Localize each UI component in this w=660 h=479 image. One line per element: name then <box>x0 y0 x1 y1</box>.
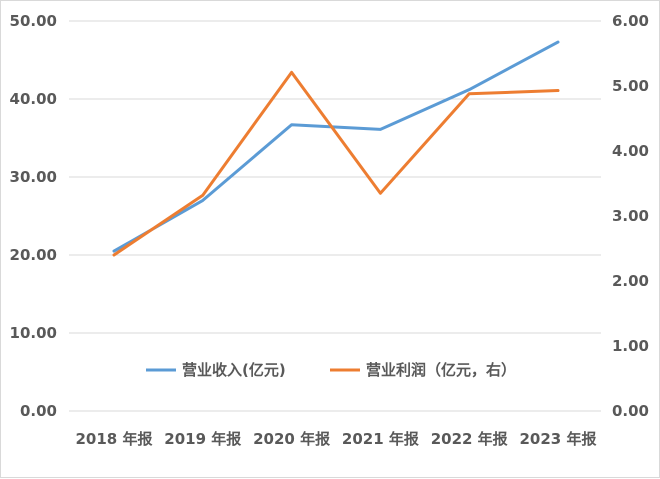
x-tick-label: 2020 年报 <box>253 430 330 448</box>
right-tick-label: 6.00 <box>612 12 649 30</box>
left-tick-label: 50.00 <box>10 12 57 30</box>
right-tick-label: 5.00 <box>612 77 649 95</box>
legend-label: 营业收入(亿元) <box>182 361 286 379</box>
legend: 营业收入(亿元) 营业利润（亿元，右） <box>146 361 516 379</box>
left-tick-label: 40.00 <box>10 90 57 108</box>
series-line-2 <box>112 70 560 257</box>
left-tick-label: 0.00 <box>20 402 57 420</box>
right-tick-label: 0.00 <box>612 402 649 420</box>
right-axis-ticks: 0.00 1.00 2.00 3.00 4.00 5.00 6.00 <box>612 12 649 420</box>
left-axis-ticks: 0.00 10.00 20.00 30.00 40.00 50.00 <box>10 12 57 420</box>
legend-label: 营业利润（亿元，右） <box>366 361 516 379</box>
right-tick-label: 2.00 <box>612 272 649 290</box>
x-tick-label: 2019 年报 <box>164 430 241 448</box>
x-axis-ticks: 2018 年报 2019 年报 2020 年报 2021 年报 2022 年报 2023 … <box>76 430 597 448</box>
x-tick-label: 2021 年报 <box>342 430 419 448</box>
x-tick-label: 2022 年报 <box>431 430 508 448</box>
right-tick-label: 3.00 <box>612 207 649 225</box>
left-tick-label: 20.00 <box>10 246 57 264</box>
x-tick-label: 2023 年报 <box>520 430 597 448</box>
left-tick-label: 10.00 <box>10 324 57 342</box>
gridlines <box>69 20 601 412</box>
left-tick-label: 30.00 <box>10 168 57 186</box>
series-line-1 <box>112 40 560 253</box>
x-tick-label: 2018 年报 <box>76 430 153 448</box>
right-tick-label: 1.00 <box>612 337 649 355</box>
right-tick-label: 4.00 <box>612 142 649 160</box>
series-lines <box>112 40 560 257</box>
